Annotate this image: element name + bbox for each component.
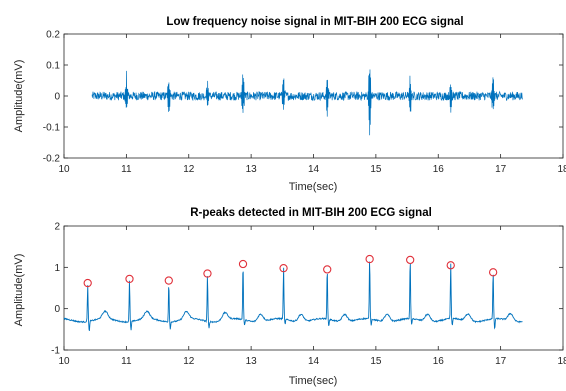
r-peak-marker (83, 278, 92, 288)
x-tick-label: 13 (246, 356, 258, 367)
x-tick-label: 12 (183, 356, 195, 367)
noise-signal-line (91, 69, 523, 136)
y-tick-label: -0.2 (43, 154, 61, 165)
x-tick-label: 18 (557, 164, 566, 175)
x-tick-label: 15 (370, 356, 382, 367)
x-tick-label: 11 (121, 356, 132, 367)
x-tick-label: 18 (557, 356, 566, 367)
x-tick-label: 10 (58, 164, 70, 175)
y-tick-label: 0.1 (46, 61, 60, 72)
noise-plot-ylabel: Amplitude(mV) (13, 60, 25, 133)
r-peak-marker (365, 254, 374, 264)
r-peak-marker (279, 264, 288, 273)
r-peak-marker (125, 274, 134, 284)
r-peak-marker (406, 255, 415, 265)
y-tick-label: 0 (54, 92, 60, 103)
x-tick-label: 17 (495, 164, 507, 175)
y-tick-label: 1 (54, 263, 60, 274)
ecg-signal-line (63, 261, 523, 331)
x-tick-label: 16 (433, 356, 445, 367)
rpeaks-plot-xlabel: Time(sec) (289, 375, 337, 387)
rpeaks-plot-area (63, 225, 564, 351)
rpeaks-plot-ylabel: Amplitude(mV) (13, 254, 25, 327)
noise-plot-ticks: 10 11 12 13 14 15 16 17 18 -0.2 -0.1 0 0.1 0.2 (43, 30, 566, 176)
x-tick-label: 10 (58, 356, 70, 367)
x-tick-label: 14 (308, 356, 320, 367)
noise-plot-title: Low frequency noise signal in MIT-BIH 20… (166, 16, 463, 28)
x-tick-label: 11 (121, 164, 132, 175)
subplot-noise: Low frequency noise signal in MIT-BIH 20… (13, 16, 566, 193)
r-peak-marker (446, 261, 455, 270)
noise-plot-xlabel: Time(sec) (289, 181, 337, 193)
y-tick-label: 2 (54, 222, 60, 233)
y-tick-label: 0 (54, 304, 60, 315)
y-tick-label: -0.1 (43, 123, 61, 134)
x-tick-label: 15 (370, 164, 382, 175)
r-peak-marker (488, 268, 498, 277)
r-peak-marker (238, 259, 248, 269)
x-tick-label: 16 (433, 164, 445, 175)
x-tick-label: 14 (308, 164, 320, 175)
x-tick-label: 17 (495, 356, 507, 367)
y-tick-label: -1 (51, 346, 60, 357)
r-peak-markers (83, 254, 498, 288)
y-tick-label: 0.2 (46, 30, 60, 41)
r-peak-marker (323, 265, 332, 274)
x-tick-label: 13 (246, 164, 258, 175)
rpeaks-plot-title: R-peaks detected in MIT-BIH 200 ECG sign… (190, 207, 432, 219)
x-tick-label: 12 (183, 164, 195, 175)
r-peak-marker (164, 276, 173, 285)
r-peak-marker (203, 269, 212, 278)
subplot-rpeaks: R-peaks detected in MIT-BIH 200 ECG sign… (13, 207, 566, 387)
